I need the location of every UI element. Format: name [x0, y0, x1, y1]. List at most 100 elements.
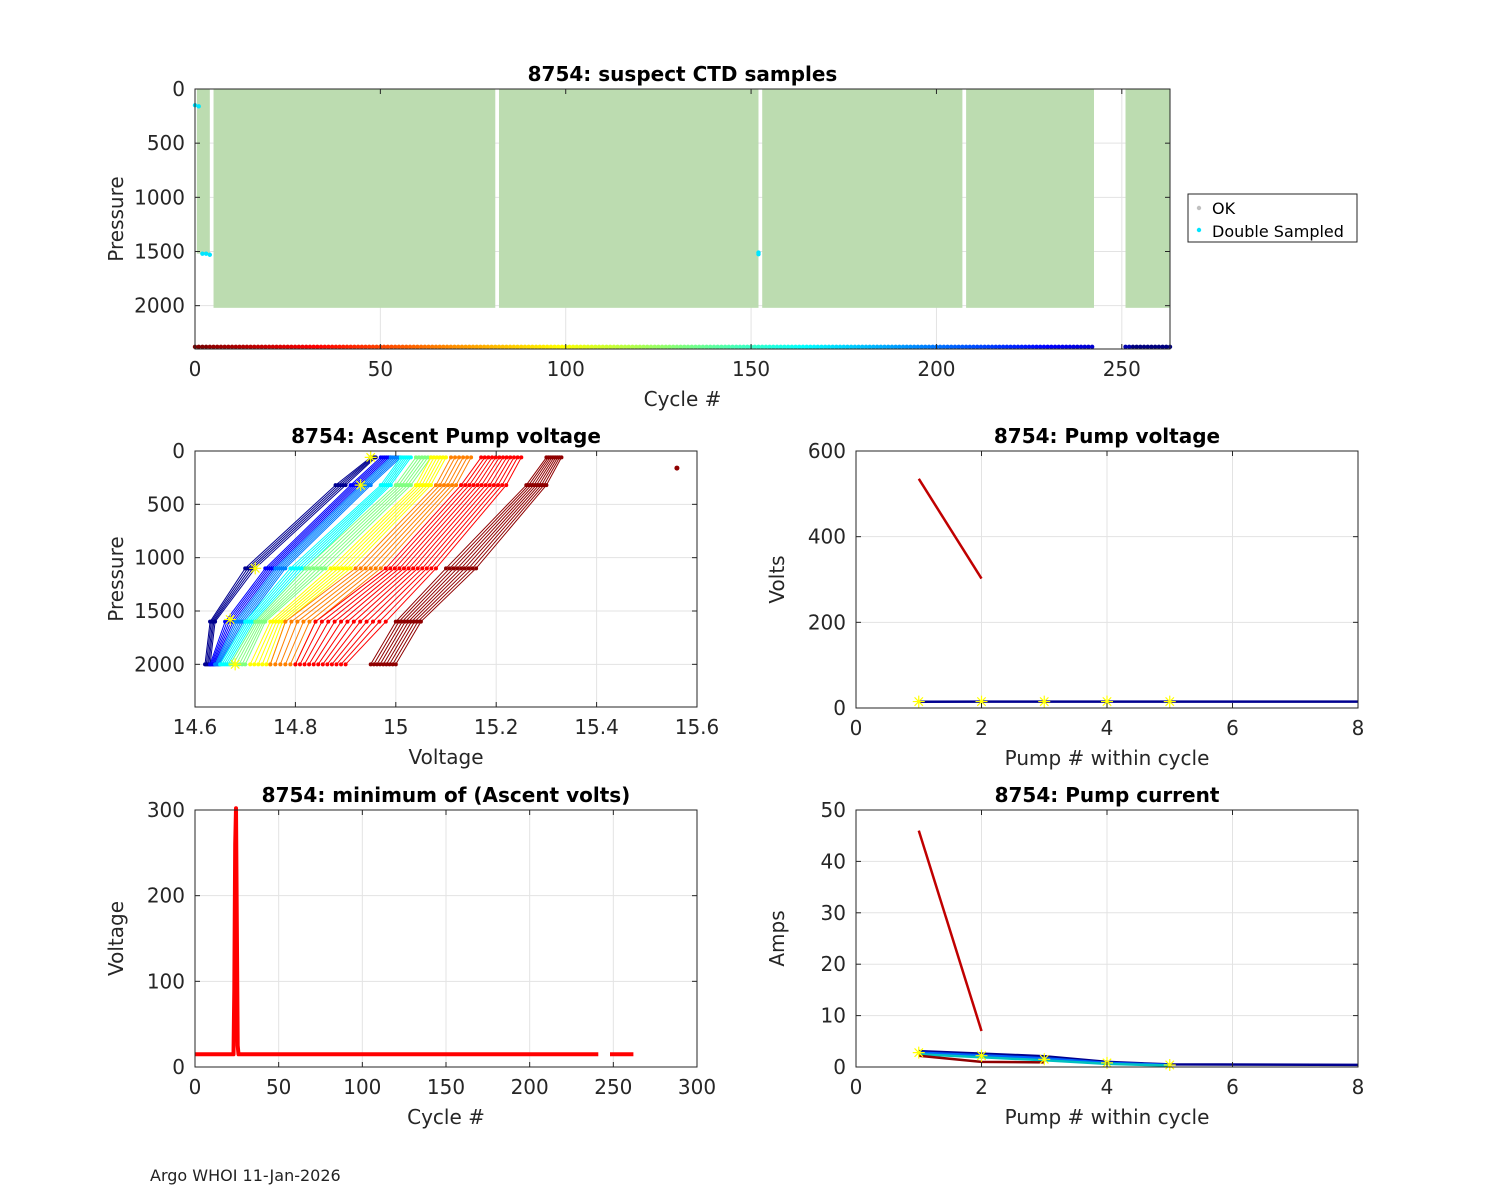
ascent-profile-point: [397, 566, 402, 571]
cycle-color-marker: [989, 344, 995, 350]
cycle-color-marker: [418, 344, 424, 350]
ascent-profile-point: [343, 662, 348, 667]
ascent-profile-point: [508, 455, 513, 460]
cycle-color-marker: [815, 344, 821, 350]
pumpc-series-line: [918, 1049, 1359, 1067]
pumpv-ylabel: Volts: [765, 555, 789, 603]
ascent-profile-point: [403, 619, 408, 624]
ascent-profile-point: [319, 619, 324, 624]
ascent-plot-area: [195, 451, 697, 707]
cycle-color-marker: [734, 344, 739, 350]
pumpc-series-line: [917, 830, 983, 1032]
cycle-color-marker: [782, 344, 787, 350]
cycle-color-marker: [585, 344, 591, 350]
cycle-color-marker: [1067, 344, 1073, 350]
cycle-color-marker: [708, 344, 713, 350]
ok-samples-block: [213, 89, 496, 308]
pumpv-x-tick-label: 2: [975, 716, 988, 740]
cycle-color-marker: [511, 344, 517, 350]
ascent-profile-point: [497, 455, 502, 460]
cycle-color-marker: [715, 344, 720, 350]
cycle-color-marker: [389, 344, 394, 350]
cycle-color-marker: [541, 344, 546, 350]
ctd-ylabel: Pressure: [104, 176, 128, 261]
cycle-color-marker: [285, 344, 290, 350]
ascent-profile-point: [260, 662, 265, 667]
cycle-color-marker: [348, 344, 353, 350]
cycle-color-marker: [767, 344, 772, 350]
cycle-color-marker: [611, 344, 617, 350]
cycle-color-marker: [441, 344, 446, 350]
cycle-color-marker: [1075, 344, 1080, 350]
cycle-color-marker: [941, 344, 947, 350]
ascent-profile-point: [474, 566, 479, 571]
cycle-color-marker: [804, 344, 809, 350]
cycle-color-marker: [433, 344, 439, 350]
ascent-profile-point: [422, 483, 427, 488]
ascent-profile-point: [278, 662, 283, 667]
ascent-profile-point: [440, 455, 445, 460]
ascent-y-tick-label: 1000: [134, 546, 185, 570]
ascent-profile-point: [496, 483, 501, 488]
cycle-color-marker: [322, 344, 327, 350]
ascent-profile-point: [406, 619, 411, 624]
ascent-profile-point: [377, 619, 382, 624]
ascent-profile-point: [248, 662, 253, 667]
ascent-profile-point: [415, 566, 420, 571]
ascent-star-marker: [224, 613, 237, 626]
minv-x-tick-label: 250: [594, 1075, 632, 1099]
cycle-color-marker: [874, 344, 880, 350]
ascent-profile-point: [243, 662, 248, 667]
pumpv-x-tick-label: 8: [1352, 716, 1365, 740]
double-sampled-point: [200, 251, 205, 256]
cycle-color-marker: [507, 344, 513, 350]
cycle-color-marker: [203, 344, 209, 350]
cycle-color-marker: [248, 344, 253, 350]
cycle-color-marker: [211, 344, 216, 350]
cycle-color-marker: [622, 344, 628, 350]
ascent-profile-point: [307, 662, 312, 667]
cycle-color-marker: [400, 344, 405, 350]
ascent-profile-point: [504, 455, 509, 460]
ascent-profile-point: [434, 455, 439, 460]
cycle-color-marker: [811, 344, 817, 350]
cycle-color-marker: [830, 344, 835, 350]
ascent-profile-point: [418, 619, 423, 624]
ascent-profile-point: [519, 455, 524, 460]
cycle-color-marker: [281, 344, 287, 350]
cycle-color-marker: [771, 344, 776, 350]
ascent-profile-point: [273, 662, 278, 667]
ascent-profile-point: [511, 455, 516, 460]
chart-ascent-pump-voltage: 14.6 14.8 15 15.2 15.4 15.6 0 500 1000 1500 2000 87…: [104, 424, 719, 769]
cycle-color-marker: [889, 344, 895, 350]
cycle-color-marker: [726, 344, 732, 350]
ok-samples-block: [762, 89, 963, 308]
ascent-profile-point: [256, 662, 261, 667]
cycle-color-marker: [604, 344, 609, 350]
ascent-profile-point: [490, 455, 495, 460]
cycle-color-marker: [886, 344, 891, 350]
cycle-color-marker: [793, 344, 798, 350]
cycle-color-marker: [1071, 344, 1076, 350]
cycle-color-marker: [333, 344, 339, 350]
ascent-y-tick-label: 2000: [134, 652, 185, 676]
cycle-color-marker: [318, 344, 324, 350]
cycle-color-marker: [407, 344, 413, 350]
minv-y-tick-label: 0: [172, 1055, 185, 1079]
ascent-star-marker: [354, 479, 367, 492]
ctd-y-tick-label: 2000: [134, 294, 185, 318]
ascent-profile-point: [475, 483, 480, 488]
ascent-profile-point: [384, 662, 389, 667]
pumpv-y-tick-label: 0: [833, 696, 846, 720]
cycle-color-marker: [919, 344, 924, 350]
cycle-color-marker: [1038, 344, 1043, 350]
cycle-color-marker: [263, 344, 268, 350]
cycle-color-marker: [478, 344, 483, 350]
cycle-color-marker: [252, 344, 257, 350]
ascent-star-marker: [364, 451, 377, 464]
cycle-color-marker: [778, 344, 783, 350]
ascent-profile-point: [415, 619, 420, 624]
cycle-color-marker: [685, 344, 691, 350]
cycle-color-marker: [693, 344, 698, 350]
cycle-color-marker: [489, 344, 494, 350]
